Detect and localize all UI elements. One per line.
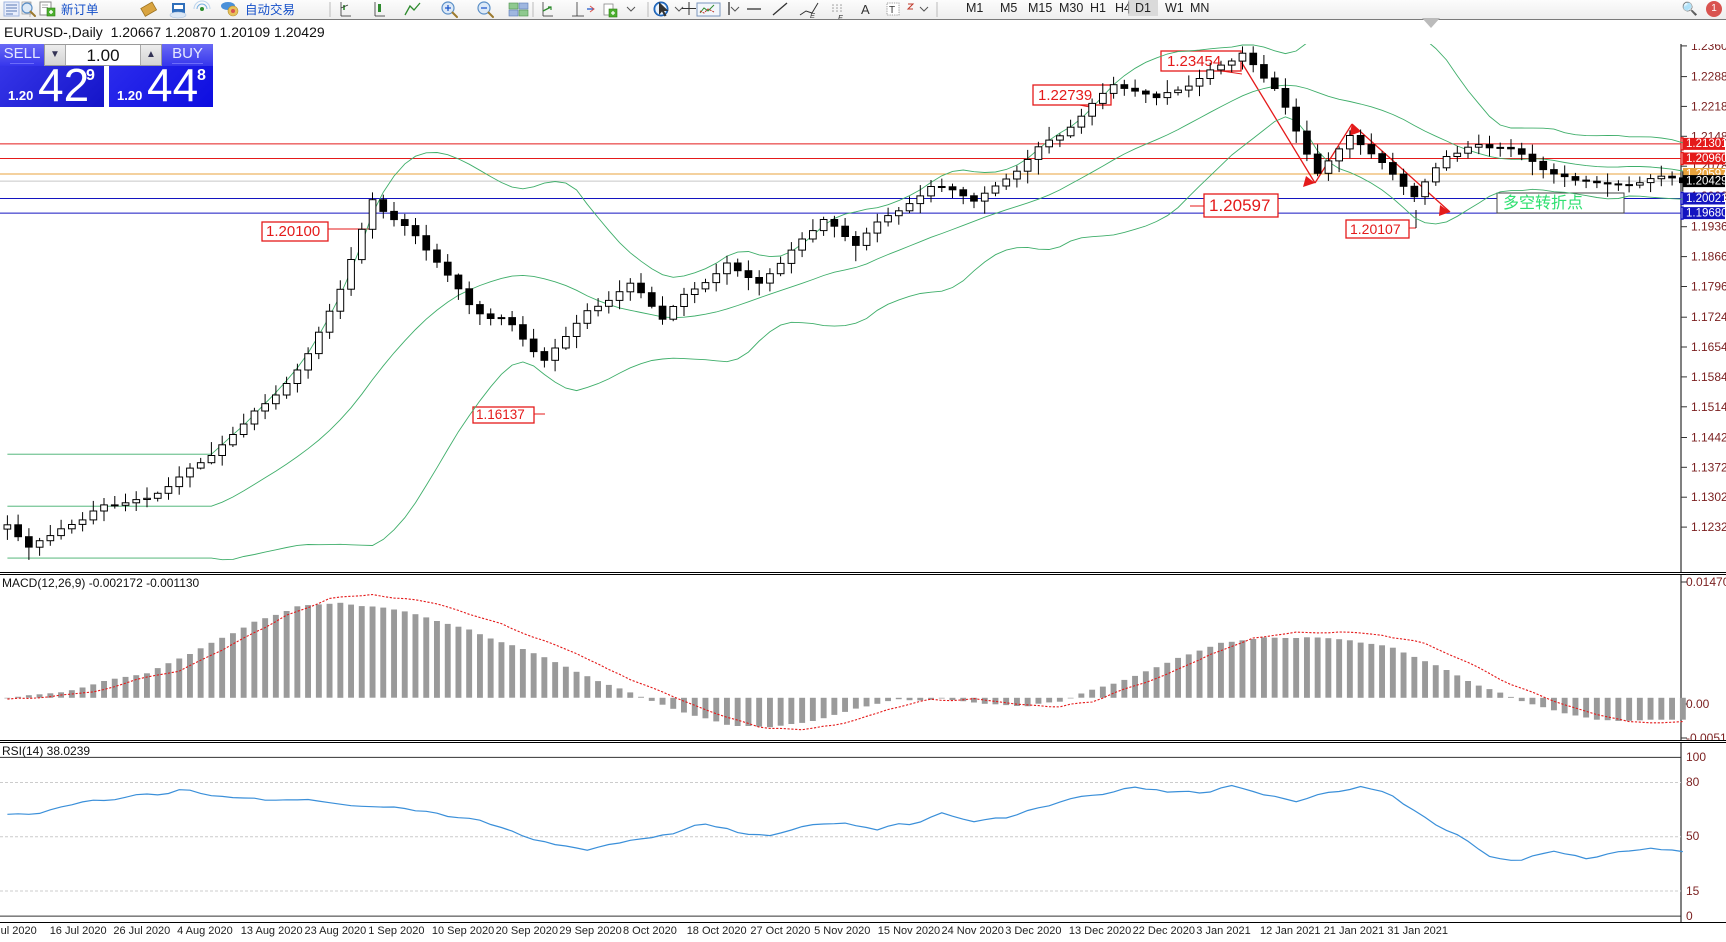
svg-text:1.23454: 1.23454 xyxy=(1167,53,1221,70)
svg-text:1.17960: 1.17960 xyxy=(1691,280,1726,294)
svg-text:0.00: 0.00 xyxy=(1686,697,1710,711)
svg-text:1.19360: 1.19360 xyxy=(1691,220,1726,234)
svg-text:1.13720: 1.13720 xyxy=(1691,460,1726,474)
svg-text:1.22180: 1.22180 xyxy=(1691,99,1726,113)
svg-text:-0.005113: -0.005113 xyxy=(1686,731,1726,743)
svg-text:80: 80 xyxy=(1686,775,1700,789)
svg-text:1.20429: 1.20429 xyxy=(1686,175,1726,187)
svg-text:多空转折点: 多空转折点 xyxy=(1503,194,1583,212)
svg-text:1.20021: 1.20021 xyxy=(1686,193,1726,205)
svg-text:1.22880: 1.22880 xyxy=(1691,70,1726,84)
svg-text:1.18660: 1.18660 xyxy=(1691,250,1726,264)
svg-text:1.14420: 1.14420 xyxy=(1691,431,1726,445)
svg-text:1.19680: 1.19680 xyxy=(1686,207,1726,219)
svg-text:1.15840: 1.15840 xyxy=(1691,370,1726,384)
svg-text:0.014706: 0.014706 xyxy=(1686,575,1726,589)
svg-text:1.20960: 1.20960 xyxy=(1686,153,1726,165)
svg-text:1.12320: 1.12320 xyxy=(1691,520,1726,534)
svg-text:1.17240: 1.17240 xyxy=(1691,310,1726,324)
svg-text:100: 100 xyxy=(1686,750,1706,764)
svg-text:1.13020: 1.13020 xyxy=(1691,490,1726,504)
svg-text:1.20597: 1.20597 xyxy=(1209,196,1270,215)
svg-text:1.16540: 1.16540 xyxy=(1691,340,1726,354)
svg-text:15: 15 xyxy=(1686,884,1700,898)
svg-text:1.20100: 1.20100 xyxy=(266,223,320,240)
svg-text:1.20107: 1.20107 xyxy=(1350,221,1401,237)
svg-text:1.16137: 1.16137 xyxy=(476,407,525,422)
svg-text:1.15140: 1.15140 xyxy=(1691,400,1726,414)
svg-text:1.22739: 1.22739 xyxy=(1038,87,1092,104)
svg-text:0: 0 xyxy=(1686,909,1693,923)
svg-text:50: 50 xyxy=(1686,829,1700,843)
svg-text:1.21301: 1.21301 xyxy=(1686,138,1726,150)
